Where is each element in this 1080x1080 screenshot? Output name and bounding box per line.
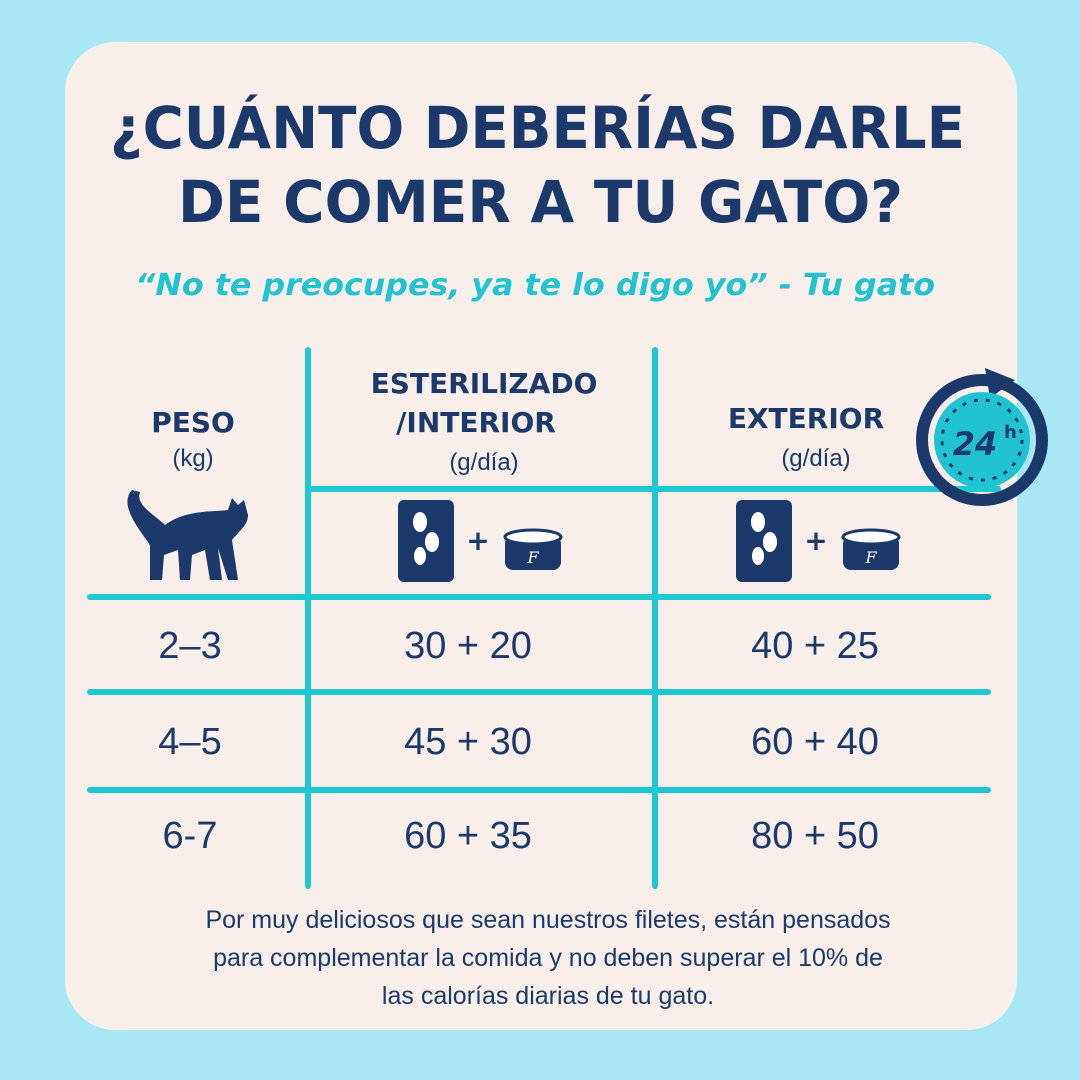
amount-cell: 30 + 20	[404, 625, 532, 667]
amount-cell: 80 + 50	[751, 815, 879, 857]
plus: +	[466, 524, 489, 557]
footer-text: las calorías diarias de tu gato.	[382, 982, 714, 1010]
footer-text: para complementar la comida y no deben s…	[213, 944, 883, 972]
weight-cell: 4–5	[158, 721, 221, 763]
title: ¿CUÁNTO DEBERÍAS DARLE	[110, 93, 965, 162]
table-lines	[87, 347, 1001, 889]
amount-cell: 40 + 25	[751, 625, 879, 667]
subtitle: “No te preocupes, ya te lo digo yo” - Tu…	[135, 268, 935, 303]
header-unit: (g/día)	[781, 445, 850, 472]
header: EXTERIOR	[728, 402, 884, 435]
amount-cell: 60 + 35	[404, 815, 532, 857]
clock-icon: 24 h	[916, 368, 1048, 506]
header-unit: (kg)	[172, 445, 213, 472]
plus: +	[804, 524, 827, 557]
header: /INTERIOR	[396, 406, 556, 439]
clock-unit: h	[1004, 422, 1017, 443]
header: PESO	[151, 406, 235, 439]
weight-cell: 6-7	[163, 815, 218, 857]
cat-icon	[127, 490, 248, 580]
amount-cell: 60 + 40	[751, 721, 879, 763]
header: ESTERILIZADO	[371, 367, 598, 400]
header-unit: (g/día)	[449, 449, 518, 476]
amount-cell: 45 + 30	[404, 721, 532, 763]
weight-cell: 2–3	[158, 625, 221, 667]
can-label: F	[526, 548, 539, 567]
food-icons: + F + F	[398, 500, 901, 582]
footer-text: Por muy deliciosos que sean nuestros fil…	[205, 906, 890, 934]
clock-number: 24	[953, 425, 998, 463]
title: DE COMER A TU GATO?	[178, 168, 903, 236]
table-rows: 2–3 30 + 20 40 + 25 4–5 45 + 30 60 + 40 6-7 60 …	[158, 625, 879, 857]
can-label: F	[864, 548, 877, 567]
